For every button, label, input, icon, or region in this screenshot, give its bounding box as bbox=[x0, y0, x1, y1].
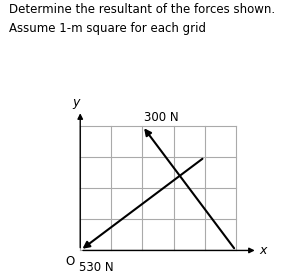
Text: Determine the resultant of the forces shown.: Determine the resultant of the forces sh… bbox=[9, 3, 275, 16]
Text: O: O bbox=[65, 255, 75, 268]
Text: 530 N: 530 N bbox=[79, 261, 113, 274]
Text: 300 N: 300 N bbox=[144, 111, 179, 124]
Text: x: x bbox=[259, 244, 266, 257]
Text: Assume 1-m square for each grid: Assume 1-m square for each grid bbox=[9, 22, 206, 35]
Text: y: y bbox=[72, 96, 79, 109]
